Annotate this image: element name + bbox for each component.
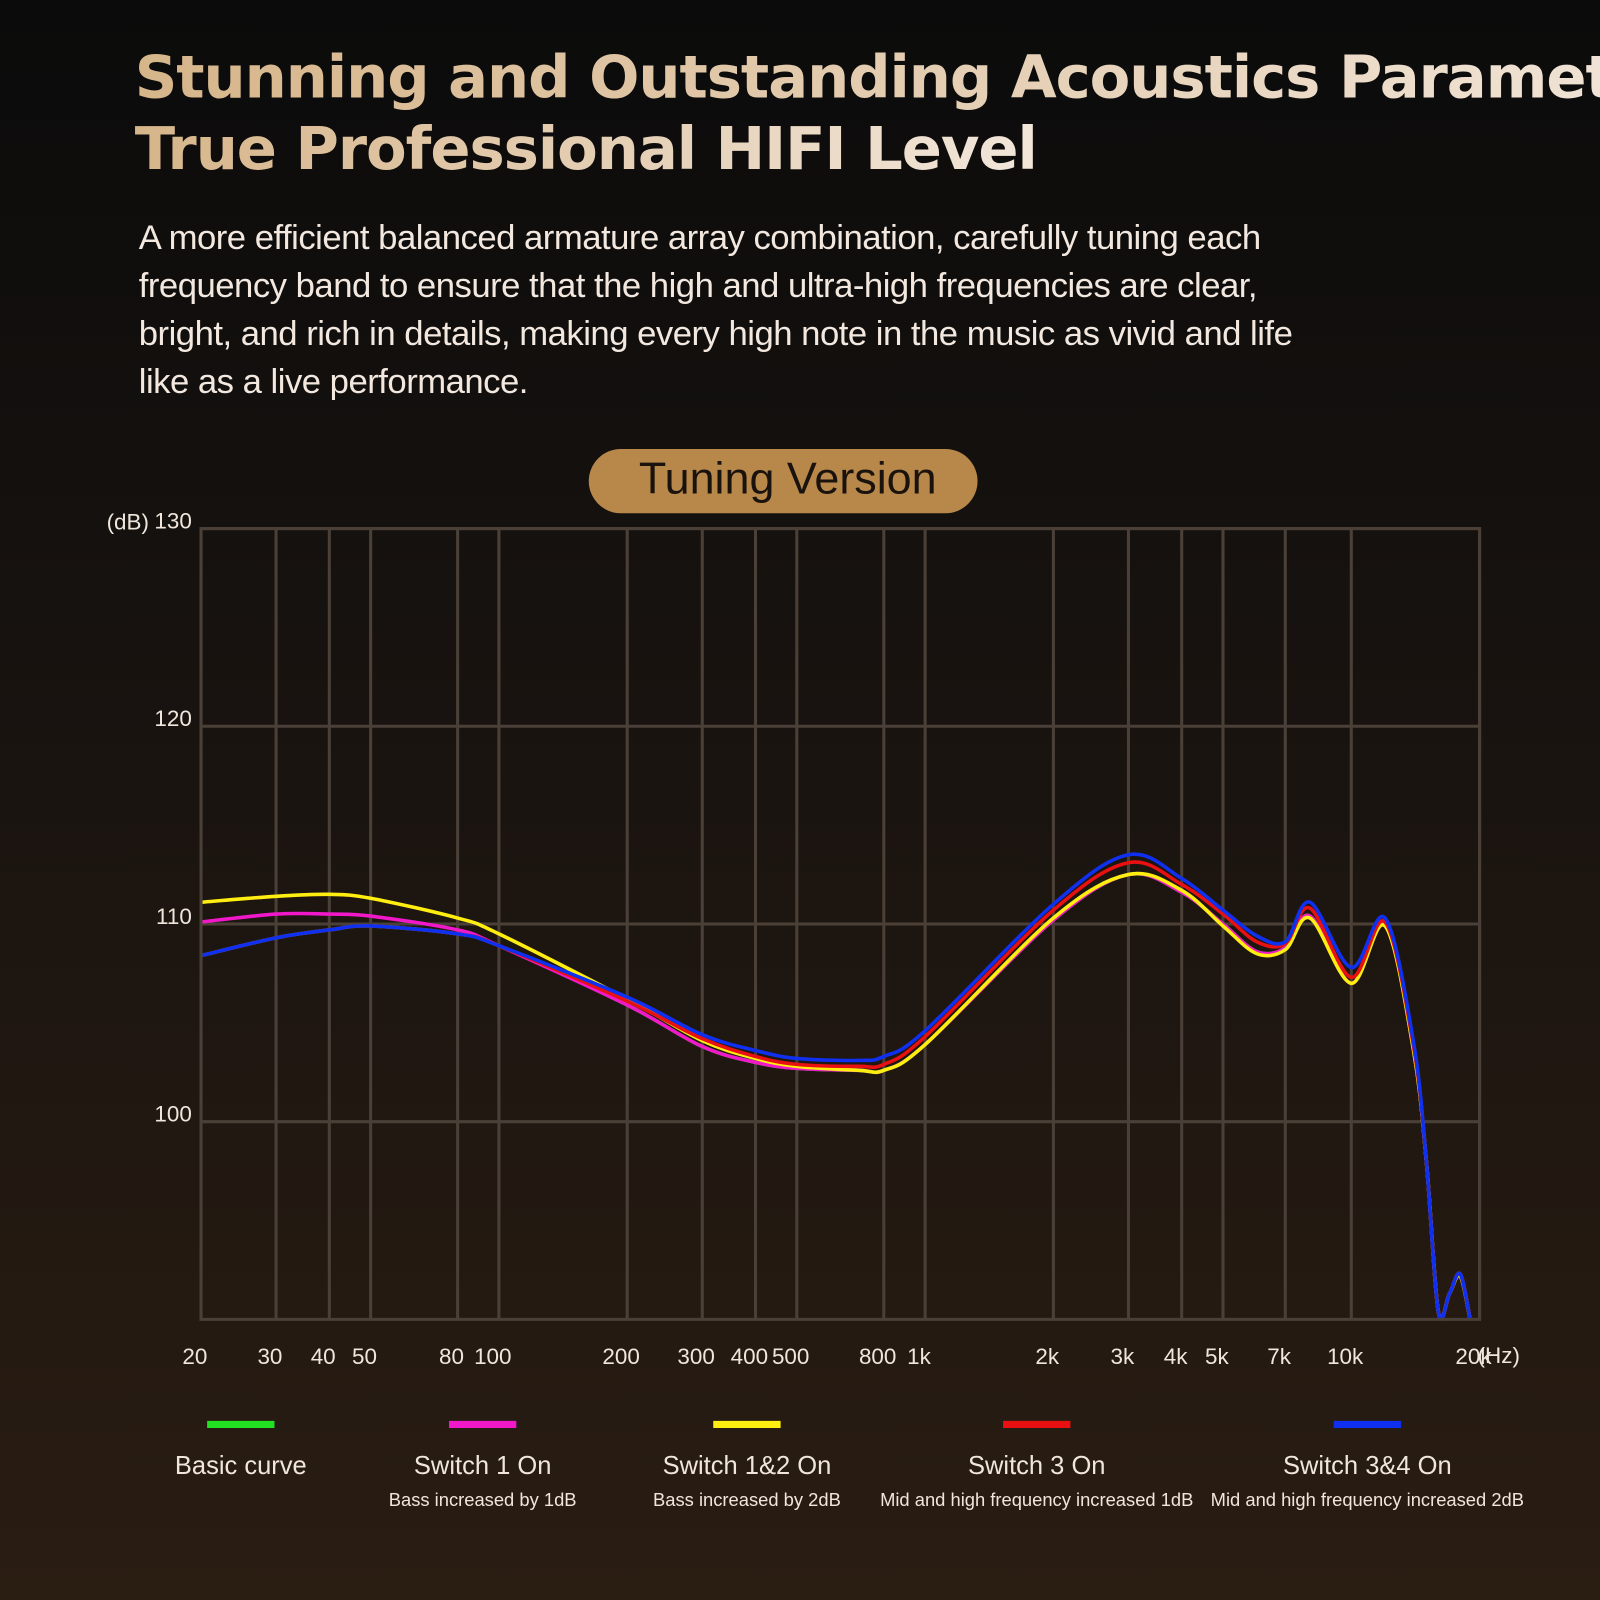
x-tick-label: 10k <box>1327 1344 1364 1369</box>
legend-description: Bass increased by 2dB <box>653 1489 841 1510</box>
y-tick-label: 110 <box>156 904 192 929</box>
x-tick-label: 7k <box>1267 1344 1291 1369</box>
legend-label: Switch 1&2 On <box>663 1452 832 1480</box>
x-tick-label: 5k <box>1205 1344 1229 1369</box>
x-tick-label: 1k <box>907 1344 931 1369</box>
x-tick-label: 30 <box>257 1344 282 1369</box>
y-tick-label: 130 <box>154 508 191 533</box>
x-tick-label: 4k <box>1164 1344 1188 1369</box>
y-axis-label: (dB) <box>107 509 149 534</box>
x-tick-label: 200 <box>602 1344 639 1369</box>
legend-label: Switch 3&4 On <box>1283 1452 1452 1480</box>
description: A more efficient balanced armature array… <box>139 219 1261 257</box>
response-curve <box>200 852 1472 1321</box>
x-tick-label: 80 <box>439 1344 464 1369</box>
x-tick-label: 50 <box>352 1344 377 1369</box>
x-tick-label: 500 <box>772 1344 809 1369</box>
plot-frame <box>199 527 1482 1321</box>
description: frequency band to ensure that the high a… <box>139 267 1257 305</box>
legend-description: Mid and high frequency increased 2dB <box>1211 1489 1524 1510</box>
headline: Stunning and Outstanding Acoustics Param… <box>135 43 1600 112</box>
x-tick-label: 2k <box>1035 1344 1059 1369</box>
legend-label: Switch 3 On <box>968 1452 1105 1480</box>
x-tick-label: 100 <box>474 1344 511 1369</box>
x-tick-label: 400 <box>731 1344 768 1369</box>
legend-description: Bass increased by 1dB <box>389 1489 577 1510</box>
x-tick-label: 40 <box>311 1344 336 1369</box>
x-tick-label: 800 <box>859 1344 896 1369</box>
headline: True Professional HIFI Level <box>135 114 1037 183</box>
description: like as a live performance. <box>139 363 528 401</box>
chart-title: Tuning Version <box>639 452 937 503</box>
legend-description: Mid and high frequency increased 1dB <box>880 1489 1193 1510</box>
x-tick-label: 300 <box>677 1344 714 1369</box>
legend-label: Basic curve <box>175 1452 307 1480</box>
legend-label: Switch 1 On <box>414 1452 551 1480</box>
x-tick-label: 3k <box>1110 1344 1134 1369</box>
badge <box>588 448 978 514</box>
x-axis-label: (Hz) <box>1478 1343 1520 1368</box>
description: bright, and rich in details, making ever… <box>139 315 1293 353</box>
x-tick-label: 20k <box>1455 1344 1492 1369</box>
x-tick-label: 20 <box>182 1344 207 1369</box>
y-tick-label: 120 <box>154 706 191 731</box>
y-tick-label: 100 <box>154 1101 191 1126</box>
